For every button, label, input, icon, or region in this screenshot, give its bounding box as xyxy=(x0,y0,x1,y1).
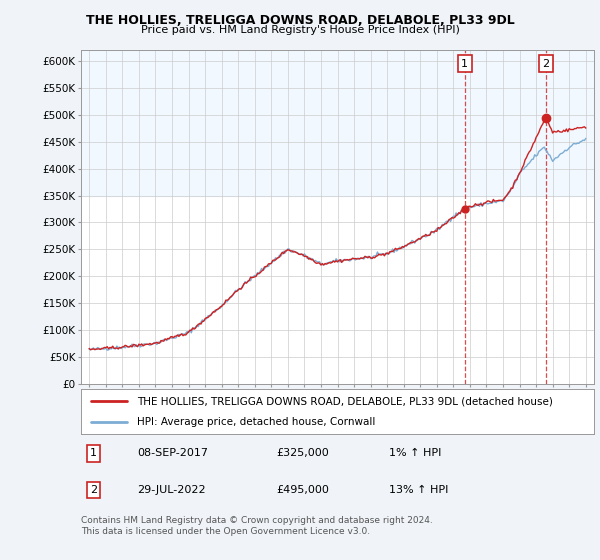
Text: 1: 1 xyxy=(91,449,97,459)
Text: £325,000: £325,000 xyxy=(276,449,329,459)
Text: 13% ↑ HPI: 13% ↑ HPI xyxy=(389,485,448,494)
Text: Price paid vs. HM Land Registry's House Price Index (HPI): Price paid vs. HM Land Registry's House … xyxy=(140,25,460,35)
Text: 2: 2 xyxy=(90,485,97,494)
Text: HPI: Average price, detached house, Cornwall: HPI: Average price, detached house, Corn… xyxy=(137,417,376,427)
Text: THE HOLLIES, TRELIGGA DOWNS ROAD, DELABOLE, PL33 9DL: THE HOLLIES, TRELIGGA DOWNS ROAD, DELABO… xyxy=(86,14,514,27)
Text: 08-SEP-2017: 08-SEP-2017 xyxy=(137,449,208,459)
Text: 2: 2 xyxy=(542,59,549,69)
Text: Contains HM Land Registry data © Crown copyright and database right 2024.
This d: Contains HM Land Registry data © Crown c… xyxy=(81,516,433,536)
Text: 29-JUL-2022: 29-JUL-2022 xyxy=(137,485,206,494)
Text: 1: 1 xyxy=(461,59,468,69)
Text: THE HOLLIES, TRELIGGA DOWNS ROAD, DELABOLE, PL33 9DL (detached house): THE HOLLIES, TRELIGGA DOWNS ROAD, DELABO… xyxy=(137,396,553,407)
Text: 1% ↑ HPI: 1% ↑ HPI xyxy=(389,449,441,459)
Text: £495,000: £495,000 xyxy=(276,485,329,494)
